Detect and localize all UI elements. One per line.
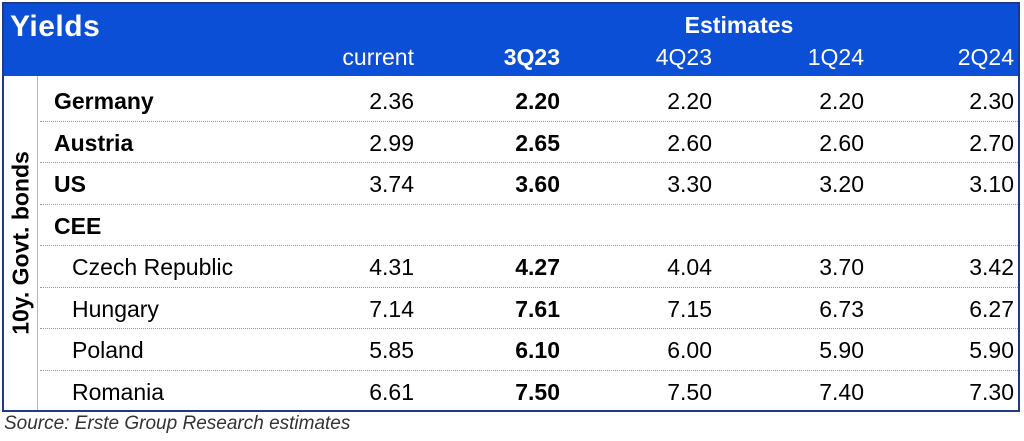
row-label: Hungary: [72, 295, 159, 322]
cell-value: 2.36: [369, 88, 414, 114]
estimates-heading: Estimates: [684, 12, 794, 38]
cell-value: 7.50: [515, 378, 560, 405]
cell-value: 3.42: [969, 254, 1014, 280]
side-label: 10y. Govt. bonds: [4, 76, 38, 410]
cell-value: 2.60: [819, 129, 864, 156]
cell-value: 3.60: [515, 171, 560, 197]
table-row: US 3.74 3.60 3.30 3.20 3.10: [40, 163, 1018, 205]
cell-value: 2.65: [515, 129, 560, 156]
column-header-4q23: 4Q23: [655, 44, 712, 70]
cell-value: 7.61: [515, 295, 560, 322]
row-label: US: [54, 171, 86, 197]
column-header-3q23: 3Q23: [503, 44, 560, 70]
side-label-text: 10y. Govt. bonds: [7, 151, 33, 335]
cell-value: 2.99: [369, 129, 414, 156]
cell-value: 7.30: [969, 378, 1014, 405]
cell-value: 2.20: [819, 88, 864, 114]
column-header-current: current: [342, 44, 414, 70]
table-row: Romania 6.61 7.50 7.50 7.40 7.30: [40, 371, 1018, 413]
cell-value: 7.15: [667, 295, 712, 322]
cell-value: 3.70: [819, 254, 864, 280]
cell-value: 6.00: [667, 337, 712, 363]
cell-value: 5.90: [969, 337, 1014, 363]
table-body: Germany 2.36 2.20 2.20 2.20 2.30 Austria 2.99 2.…: [40, 80, 1018, 412]
table-title: Yields: [10, 10, 101, 43]
column-header-1q24: 1Q24: [807, 44, 864, 70]
row-label: Romania: [72, 378, 165, 405]
table-row: Poland 5.85 6.10 6.00 5.90 5.90: [40, 329, 1018, 371]
table-row: Austria 2.99 2.65 2.60 2.60 2.70: [40, 122, 1018, 163]
row-label: Germany: [54, 88, 154, 114]
column-header-2q24: 2Q24: [957, 44, 1014, 70]
cell-value: 3.30: [667, 171, 712, 197]
table-row: Hungary 7.14 7.61 7.15 6.73 6.27: [40, 288, 1018, 329]
cell-value: 7.14: [369, 295, 414, 322]
table-header: Yields Estimates current 3Q23 4Q23 1Q24 …: [4, 4, 1018, 76]
cell-value: 2.70: [969, 129, 1014, 156]
cell-value: 3.20: [819, 171, 864, 197]
cell-value: 4.27: [515, 254, 560, 280]
cell-value: 5.90: [819, 337, 864, 363]
cell-value: 3.74: [369, 171, 414, 197]
cell-value: 6.61: [369, 378, 414, 405]
cell-value: 6.27: [969, 295, 1014, 322]
cell-value: 4.31: [369, 254, 414, 280]
cell-value: 6.10: [515, 337, 560, 363]
cell-value: 5.85: [369, 337, 414, 363]
cell-value: 6.73: [819, 295, 864, 322]
row-label: Poland: [72, 337, 144, 363]
row-label: CEE: [54, 212, 102, 239]
cell-value: 7.50: [667, 378, 712, 405]
cell-value: 3.10: [969, 171, 1014, 197]
source-note: Source: Erste Group Research estimates: [4, 413, 351, 434]
table-row: CEE: [40, 205, 1018, 246]
cell-value: 2.60: [667, 129, 712, 156]
cell-value: 2.30: [969, 88, 1014, 114]
cell-value: 2.20: [515, 88, 560, 114]
yields-table: Yields Estimates current 3Q23 4Q23 1Q24 …: [2, 2, 1020, 412]
cell-value: 4.04: [667, 254, 712, 280]
row-label: Czech Republic: [72, 254, 234, 280]
cell-value: 7.40: [819, 378, 864, 405]
table-row: Czech Republic 4.31 4.27 4.04 3.70 3.42: [40, 246, 1018, 288]
cell-value: 2.20: [667, 88, 712, 114]
row-label: Austria: [54, 129, 134, 156]
table-row: Germany 2.36 2.20 2.20 2.20 2.30: [40, 80, 1018, 122]
